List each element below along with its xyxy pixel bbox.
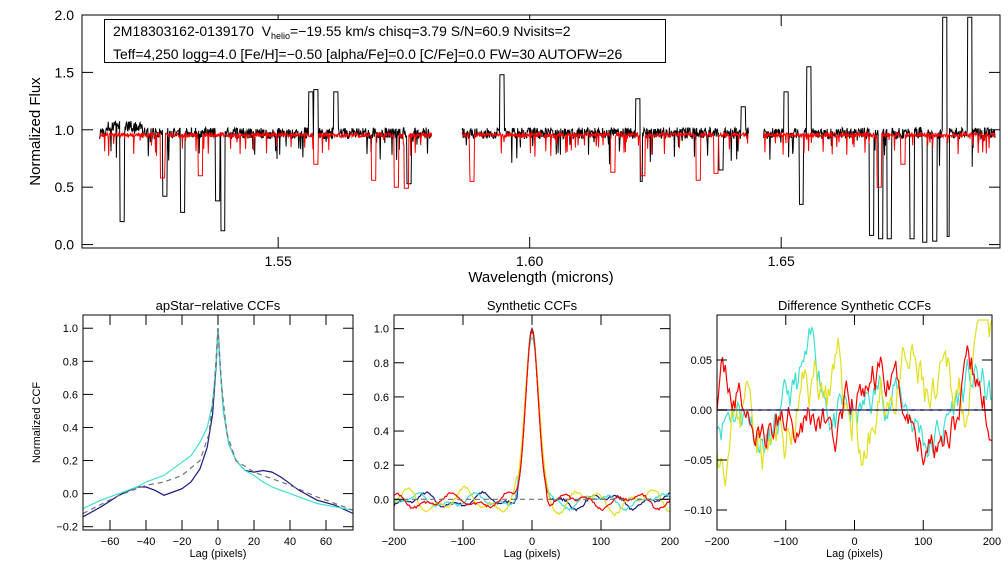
- apstar_ccf-ytick-label-2: 0.2: [63, 456, 78, 468]
- synthetic_ccf-xtick-label-2: 0: [529, 536, 535, 548]
- spectrum-ytick-label-1: 0.5: [55, 179, 75, 195]
- apstar_ccf-ytick-label-0: −0.2: [56, 522, 78, 534]
- spectrum-ytick-label-0: 0.0: [55, 237, 75, 253]
- synthetic_ccf-ytick-label-1: 0.2: [374, 460, 389, 472]
- apstar_ccf-xtick-label-4: 20: [248, 536, 260, 548]
- difference_ccf-xtick-label-2: 0: [851, 536, 857, 548]
- spectrum-series-observed-segment-1: [461, 74, 749, 182]
- apstar_ccf-xtick-label-6: 60: [320, 536, 332, 548]
- apstar_ccf-ytick-label-4: 0.6: [63, 389, 78, 401]
- synthetic_ccf-ytick-label-3: 0.6: [374, 392, 389, 404]
- apstar_ccf-ytick-label-3: 0.4: [63, 422, 78, 434]
- spectrum-series-model-segment-1: [461, 130, 749, 182]
- synthetic_ccf-xtick-label-3: 100: [592, 536, 610, 548]
- apstar_ccf-plot-area: [83, 328, 353, 518]
- difference_ccf-ytick-label-3: 0.05: [691, 355, 712, 367]
- vhelio-label: V: [261, 23, 272, 39]
- spectrum-ytick-label-4: 2.0: [55, 7, 75, 23]
- spectrum-ytick-label-2: 1.0: [55, 122, 75, 138]
- difference_ccf-xtick-label-3: 100: [914, 536, 932, 548]
- difference_ccf-xlabel: Lag (pixels): [826, 548, 883, 560]
- spectrum-xtick-label-2: 1.65: [768, 253, 795, 269]
- apstar_ccf-ytick-label-1: 0.0: [63, 489, 78, 501]
- synthetic_ccf-ytick-label-0: 0.0: [374, 494, 389, 506]
- synthetic_ccf-frame: [393, 314, 671, 531]
- spectrum-ytick-label-3: 1.5: [55, 64, 75, 80]
- difference_ccf-frame: [716, 314, 993, 531]
- synthetic_ccf-ytick-label-4: 0.8: [374, 358, 389, 370]
- vhelio-subscript: helio: [271, 31, 291, 41]
- annotation-line-2: Teff=4,250 logg=4.0 [Fe/H]=−0.50 [alpha/…: [113, 46, 623, 62]
- spectrum-annotation-box: 2M18303162-0139170 Vhelio=−19.55 km/s ch…: [104, 19, 666, 63]
- difference_ccf-xtick-label-1: −100: [773, 536, 798, 548]
- synthetic_ccf-series-synthetic-1: [394, 326, 670, 512]
- apstar_ccf-xlabel: Lag (pixels): [190, 548, 247, 560]
- spectrum-xtick-label-0: 1.55: [265, 253, 292, 269]
- spectrum-plot-area: [99, 16, 996, 243]
- synthetic_ccf-plot-area: [394, 326, 670, 517]
- apstar_ccf-series-visit-2: [83, 331, 353, 511]
- object-id: 2M18303162-0139170: [113, 23, 254, 39]
- apstar_ccf-ytick-label-5: 0.8: [63, 356, 78, 368]
- difference_ccf-ytick-label-1: −0.05: [684, 455, 712, 467]
- spectrum-series-model-segment-0: [99, 130, 433, 189]
- apstar_ccf-series-visit-1: [83, 328, 353, 518]
- synthetic_ccf-ytick-label-5: 1.0: [374, 324, 389, 336]
- apstar_ccf-xtick-label-5: 40: [284, 536, 296, 548]
- apstar_ccf-xtick-label-2: −20: [173, 536, 192, 548]
- spectrum-xlabel: Wavelength (microns): [468, 269, 613, 286]
- apstar_ccf-series-reference: [83, 328, 353, 515]
- spectrum-series-model-segment-2: [763, 130, 996, 188]
- apstar_ccf-xtick-label-0: −60: [101, 536, 120, 548]
- apstar_ccf-ylabel: Normalized CCF: [31, 382, 43, 464]
- difference_ccf-series-difference-3: [717, 319, 992, 487]
- spectrum-xtick-label-1: 1.60: [516, 253, 543, 269]
- apstar_ccf-ytick-label-6: 1.0: [63, 323, 78, 335]
- synthetic_ccf-xlabel: Lag (pixels): [504, 548, 561, 560]
- difference_ccf-plot-area: [717, 319, 992, 487]
- synthetic_ccf-title: Synthetic CCFs: [487, 298, 578, 313]
- apstar_ccf-xtick-label-3: 0: [215, 536, 221, 548]
- spectrum-series-observed-segment-2: [763, 16, 996, 243]
- difference_ccf-ytick-label-0: −0.10: [684, 505, 712, 517]
- difference_ccf-ytick-label-2: 0.00: [691, 405, 712, 417]
- synthetic_ccf-series-synthetic-2: [394, 335, 670, 512]
- difference_ccf-xtick-label-0: −200: [705, 536, 730, 548]
- apstar_ccf-xtick-label-1: −40: [137, 536, 156, 548]
- difference_ccf-xtick-label-4: 200: [983, 536, 1001, 548]
- synthetic_ccf-xtick-label-4: 200: [661, 536, 679, 548]
- synthetic_ccf-xtick-label-0: −200: [382, 536, 407, 548]
- spectrum-frame: [81, 14, 1001, 249]
- synthetic_ccf-ytick-label-2: 0.4: [374, 426, 389, 438]
- synthetic_ccf-xtick-label-1: −100: [451, 536, 476, 548]
- apstar_ccf-title: apStar−relative CCFs: [156, 298, 281, 313]
- synthetic_ccf-series-synthetic-3: [394, 330, 670, 517]
- spectrum-series-observed-segment-0: [99, 89, 433, 232]
- synthetic_ccf-series-synthetic-4: [394, 328, 670, 512]
- annotation-line-1: 2M18303162-0139170 Vhelio=−19.55 km/s ch…: [113, 22, 665, 45]
- difference_ccf-title: Difference Synthetic CCFs: [778, 298, 931, 313]
- vhelio-stats: =−19.55 km/s chisq=3.79 S/N=60.9 Nvisits…: [290, 23, 571, 39]
- spectrum-ylabel: Normalized Flux: [27, 77, 44, 186]
